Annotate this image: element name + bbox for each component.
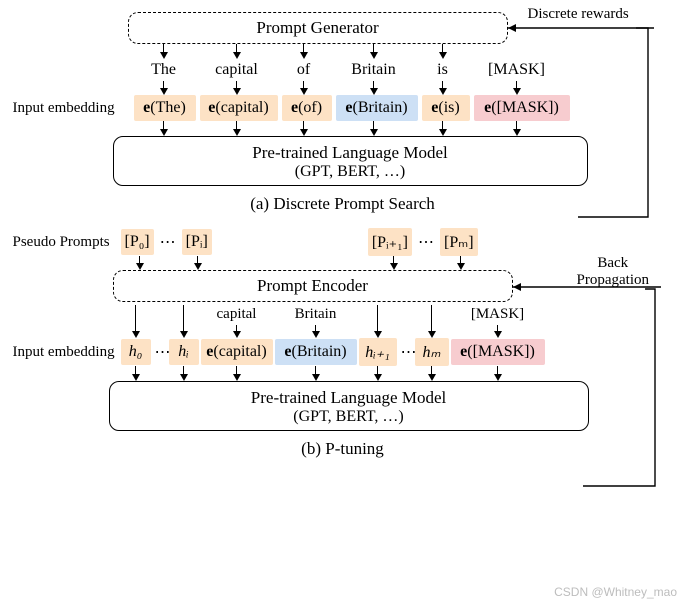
prompt-generator-label: Prompt Generator xyxy=(256,18,378,37)
backprop-label-2: Propagation xyxy=(577,272,650,288)
diagram-root: Prompt Generator Discrete rewards xyxy=(13,12,673,459)
embed-h0: h₀ xyxy=(121,339,151,365)
lm-line2-a: (GPT, BERT, …) xyxy=(114,163,587,181)
embed-capital-b: e(capital) xyxy=(201,339,273,365)
token-the: The xyxy=(134,59,194,81)
feedback-path-b xyxy=(583,288,673,508)
discrete-rewards-label: Discrete rewards xyxy=(528,6,629,23)
token-is: is xyxy=(420,59,466,81)
mid-token-capital: capital xyxy=(213,304,261,325)
lm-box-b: Pre-trained Language Model (GPT, BERT, …… xyxy=(109,381,589,431)
embed-is: e(is) xyxy=(422,95,470,121)
embed-dots-1: ⋯ xyxy=(153,342,167,362)
token-of: of xyxy=(280,59,328,81)
token-capital: capital xyxy=(200,59,274,81)
lm-line1-b: Pre-trained Language Model xyxy=(110,388,588,408)
embed-mask: e([MASK]) xyxy=(474,95,570,121)
embed-dots-2: ⋯ xyxy=(399,342,413,362)
caption-b: (b) P-tuning xyxy=(13,439,673,459)
pseudo-dots-r: ⋯ xyxy=(416,232,436,252)
embed-capital: e(capital) xyxy=(200,95,278,121)
embed-the: e(The) xyxy=(134,95,196,121)
pseudo-pi1: [Pᵢ₊₁] xyxy=(368,228,412,256)
backprop-label-1: Back xyxy=(597,255,628,271)
embed-hm: hₘ xyxy=(415,338,449,366)
token-britain: Britain xyxy=(334,59,414,81)
embed-britain: e(Britain) xyxy=(336,95,418,121)
embed-hi1: hᵢ₊₁ xyxy=(359,338,397,366)
pseudo-prompts-label: Pseudo Prompts xyxy=(13,234,121,251)
prompt-generator-box: Prompt Generator xyxy=(128,12,508,44)
pseudo-p0: [P₀] xyxy=(121,229,154,255)
token-mask: [MASK] xyxy=(472,59,562,81)
prompt-encoder-box: Prompt Encoder xyxy=(113,270,513,302)
input-embedding-label-b: Input embedding xyxy=(13,344,121,361)
embed-of: e(of) xyxy=(282,95,332,121)
embed-hi: hᵢ xyxy=(169,339,199,365)
lm-line2-b: (GPT, BERT, …) xyxy=(110,408,588,426)
panel-a: Prompt Generator Discrete rewards xyxy=(13,12,673,214)
input-embedding-label-a: Input embedding xyxy=(13,100,126,117)
mid-token-britain: Britain xyxy=(291,304,341,325)
feedback-path-a xyxy=(578,27,673,237)
embed-britain-b: e(Britain) xyxy=(275,339,357,365)
mid-token-mask: [MASK] xyxy=(467,304,528,325)
pseudo-dots-l: ⋯ xyxy=(158,232,178,252)
embed-mask-b: e([MASK]) xyxy=(451,339,545,365)
lm-line1-a: Pre-trained Language Model xyxy=(114,143,587,163)
watermark: CSDN @Whitney_mao xyxy=(554,585,677,599)
pseudo-pi: [Pᵢ] xyxy=(182,229,212,255)
pseudo-pm: [Pₘ] xyxy=(440,228,478,256)
lm-box-a: Pre-trained Language Model (GPT, BERT, …… xyxy=(113,136,588,186)
prompt-encoder-label: Prompt Encoder xyxy=(257,276,368,295)
caption-a: (a) Discrete Prompt Search xyxy=(13,194,673,214)
panel-b: Pseudo Prompts [P₀] ⋯ [Pᵢ] [Pᵢ₊₁] ⋯ [Pₘ] xyxy=(13,228,673,459)
